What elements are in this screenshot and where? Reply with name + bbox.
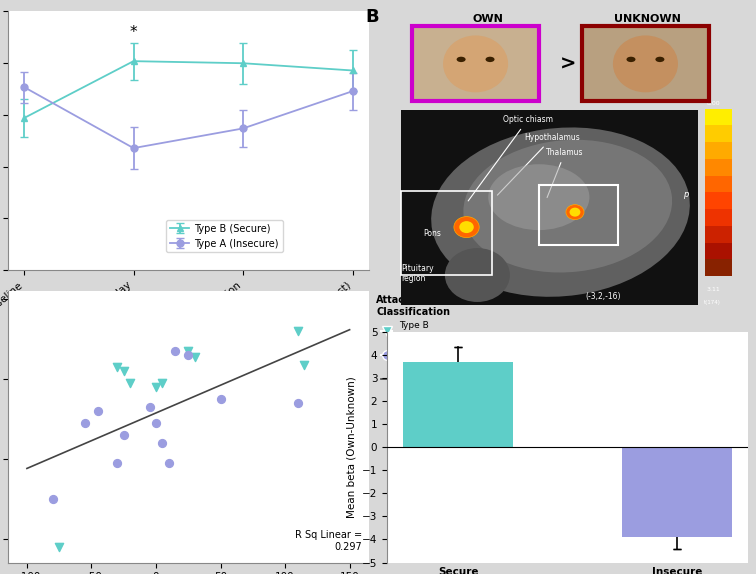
Y-axis label: Mean beta (Own-Unknown): Mean beta (Own-Unknown) [346, 377, 356, 518]
Point [182, 351, 194, 360]
Ellipse shape [569, 208, 581, 216]
Bar [705, 259, 732, 276]
Point [150, 382, 162, 391]
Ellipse shape [460, 221, 474, 233]
Ellipse shape [457, 57, 466, 62]
Bar [705, 125, 732, 142]
Text: 3.11: 3.11 [707, 288, 720, 293]
Text: Optic chiasm: Optic chiasm [468, 115, 553, 201]
Point [111, 363, 123, 372]
Text: t(174): t(174) [705, 300, 721, 305]
Point [118, 430, 130, 440]
Text: OWN: OWN [472, 14, 503, 25]
Bar [705, 243, 732, 259]
Text: Pons: Pons [423, 229, 441, 238]
Ellipse shape [443, 36, 508, 92]
Point [47, 494, 59, 503]
Text: B: B [365, 9, 379, 26]
Text: 8.00: 8.00 [707, 101, 720, 106]
Legend: Type B
(Secure), Type A
(insecure), Fit line for
Total: Type B (Secure), Type A (insecure), Fit … [373, 292, 454, 392]
Point [292, 327, 304, 336]
Bar [622, 447, 732, 537]
Bar [404, 362, 513, 447]
Point [169, 347, 181, 356]
Bar [705, 142, 732, 159]
Point [156, 378, 169, 387]
Ellipse shape [613, 36, 678, 92]
Bar [705, 108, 732, 125]
Bar [705, 209, 732, 226]
Ellipse shape [485, 57, 494, 62]
Point [53, 542, 65, 551]
Bar [412, 26, 539, 102]
Point [92, 406, 104, 416]
Ellipse shape [445, 248, 510, 302]
Point [156, 439, 169, 448]
Point [150, 418, 162, 428]
Bar [705, 176, 732, 192]
Text: p: p [683, 190, 689, 199]
Bar [705, 192, 732, 209]
Point [189, 352, 201, 362]
Bar [705, 226, 732, 243]
Bar [705, 159, 732, 176]
Bar [582, 26, 708, 102]
Point [79, 418, 91, 428]
Ellipse shape [566, 205, 584, 220]
Point [292, 398, 304, 408]
Text: UNKNOWN: UNKNOWN [614, 14, 680, 25]
Bar [401, 191, 492, 275]
Point [182, 347, 194, 356]
Text: Hypothalamus: Hypothalamus [497, 133, 580, 195]
Text: *: * [130, 25, 138, 40]
Ellipse shape [655, 57, 665, 62]
Bar [539, 185, 618, 245]
Ellipse shape [627, 57, 636, 62]
Text: (-3,2,-16): (-3,2,-16) [586, 292, 621, 301]
Point [144, 402, 156, 412]
Ellipse shape [463, 140, 672, 273]
Ellipse shape [454, 216, 479, 238]
Text: Thalamus: Thalamus [546, 148, 584, 197]
Point [299, 360, 311, 370]
Legend: Type B (Secure), Type A (Insecure): Type B (Secure), Type A (Insecure) [166, 220, 283, 253]
Point [111, 458, 123, 467]
Text: Pituitary
region: Pituitary region [401, 263, 434, 283]
Ellipse shape [488, 164, 590, 230]
Ellipse shape [431, 127, 689, 297]
Bar [401, 110, 698, 305]
Point [118, 367, 130, 376]
Point [215, 394, 227, 404]
Text: R Sq Linear =
0.297: R Sq Linear = 0.297 [295, 530, 361, 552]
Point [124, 378, 136, 387]
Point [163, 458, 175, 467]
Text: >: > [559, 55, 576, 73]
